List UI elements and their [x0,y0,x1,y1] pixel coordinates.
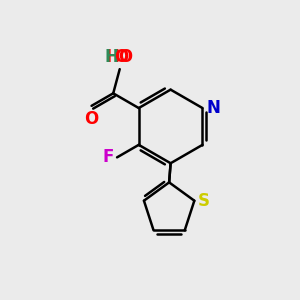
Text: N: N [206,99,220,117]
Text: F: F [102,148,113,166]
Text: O: O [84,110,99,128]
Text: O: O [114,48,128,66]
Text: HO: HO [106,48,134,66]
Text: S: S [198,192,210,210]
Text: H: H [104,48,118,66]
